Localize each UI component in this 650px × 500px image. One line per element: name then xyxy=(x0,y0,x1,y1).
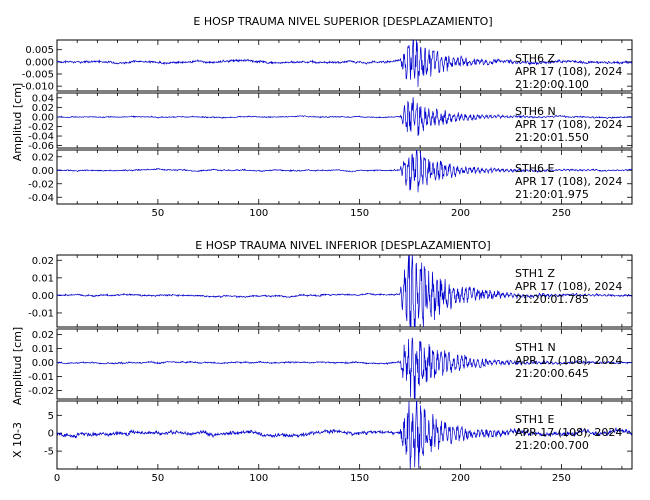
panel-frame xyxy=(56,328,633,400)
y-tick-label: 0 xyxy=(48,429,54,440)
station-component-label: STH6 N xyxy=(515,105,556,118)
time-label: 21:20:00.100 xyxy=(515,78,589,91)
x-tick-label: 150 xyxy=(350,473,369,484)
panel-frame xyxy=(56,92,633,149)
y-tick-label: 0.01 xyxy=(32,273,54,284)
date-label: APR 17 (108), 2024 xyxy=(515,175,622,188)
time-label: 21:20:00.645 xyxy=(515,367,589,380)
y-tick-label: -0.04 xyxy=(28,132,54,143)
x-tick-label: 0 xyxy=(54,473,60,484)
panel-frame xyxy=(56,254,633,328)
y-tick-label: 0.02 xyxy=(32,330,54,341)
x-tick-label: 50 xyxy=(152,208,165,219)
x-tick-label: 50 xyxy=(152,473,165,484)
time-label: 21:20:00.700 xyxy=(515,439,589,452)
upper-chart-title: E HOSP TRAUMA NIVEL SUPERIOR [DESPLAZAMI… xyxy=(193,15,492,28)
y-tick-label: 0.02 xyxy=(32,103,54,114)
y-tick-label: -0.005 xyxy=(22,70,54,81)
y-tick-label: 0.00 xyxy=(32,166,54,177)
waveform-trace xyxy=(56,97,633,137)
y-tick-label: -0.01 xyxy=(28,308,54,319)
y-tick-label: 0.005 xyxy=(25,45,54,56)
x-tick-label: 200 xyxy=(451,208,470,219)
date-label: APR 17 (108), 2024 xyxy=(515,354,622,367)
date-label: APR 17 (108), 2024 xyxy=(515,118,622,131)
y-tick-label: -5 xyxy=(44,447,54,458)
lower-chart: E HOSP TRAUMA NIVEL INFERIOR [DESPLAZAMI… xyxy=(11,239,633,484)
x-tick-label: 250 xyxy=(552,208,571,219)
y-tick-label: -0.01 xyxy=(28,372,54,383)
station-component-label: STH1 Z xyxy=(515,267,555,280)
x-tick-label: 250 xyxy=(552,473,571,484)
time-label: 21:20:01.550 xyxy=(515,131,589,144)
waveform-trace xyxy=(57,149,633,193)
lower-y-axis-multiplier: X 10-3 xyxy=(11,422,24,458)
y-tick-label: -0.04 xyxy=(28,193,54,204)
y-tick-label: 0.00 xyxy=(32,112,54,123)
waveform-trace xyxy=(56,337,633,400)
date-label: APR 17 (108), 2024 xyxy=(515,426,622,439)
station-component-label: STH6 E xyxy=(515,162,554,175)
x-tick-label: 150 xyxy=(350,208,369,219)
upper-chart: E HOSP TRAUMA NIVEL SUPERIOR [DESPLAZAMI… xyxy=(11,15,633,219)
waveform-trace xyxy=(56,400,633,470)
y-tick-label: 0.00 xyxy=(32,358,54,369)
y-tick-label: 0.00 xyxy=(32,291,54,302)
y-tick-label: 0.04 xyxy=(32,93,54,104)
waveform-trace xyxy=(56,254,633,328)
x-tick-label: 100 xyxy=(249,473,268,484)
station-component-label: STH1 E xyxy=(515,413,554,426)
panel-frame xyxy=(56,39,633,92)
x-tick-label: 100 xyxy=(249,208,268,219)
y-tick-label: 0.02 xyxy=(32,152,54,163)
y-tick-label: -0.06 xyxy=(28,141,54,152)
date-label: APR 17 (108), 2024 xyxy=(515,280,622,293)
station-component-label: STH1 N xyxy=(515,341,556,354)
y-tick-label: -0.02 xyxy=(28,386,54,397)
y-tick-label: 0.01 xyxy=(32,344,54,355)
y-tick-label: 0.02 xyxy=(32,256,54,267)
station-component-label: STH6 Z xyxy=(515,52,555,65)
waveform-trace xyxy=(56,38,633,87)
y-tick-label: 0.000 xyxy=(25,57,54,68)
x-tick-label: 200 xyxy=(451,473,470,484)
time-label: 21:20:01.975 xyxy=(515,188,589,201)
y-tick-label: -0.02 xyxy=(28,179,54,190)
upper-y-axis-label: Amplitud [cm] xyxy=(11,83,24,161)
y-tick-label: -0.02 xyxy=(28,122,54,133)
lower-chart-title: E HOSP TRAUMA NIVEL INFERIOR [DESPLAZAMI… xyxy=(195,239,490,252)
lower-y-axis-label: Amplitud [cm] xyxy=(11,327,24,405)
y-tick-label: -0.010 xyxy=(22,82,54,93)
date-label: APR 17 (108), 2024 xyxy=(515,65,622,78)
panel-frame xyxy=(56,400,633,470)
upper-panel-e: 50 100 150 200 250 0.02 0.00 -0.02 -0.04 STH6 EAP… xyxy=(28,149,633,219)
panel-frame xyxy=(56,149,633,205)
y-tick-label: 5 xyxy=(48,411,54,422)
time-label: 21:20:01.785 xyxy=(515,293,589,306)
